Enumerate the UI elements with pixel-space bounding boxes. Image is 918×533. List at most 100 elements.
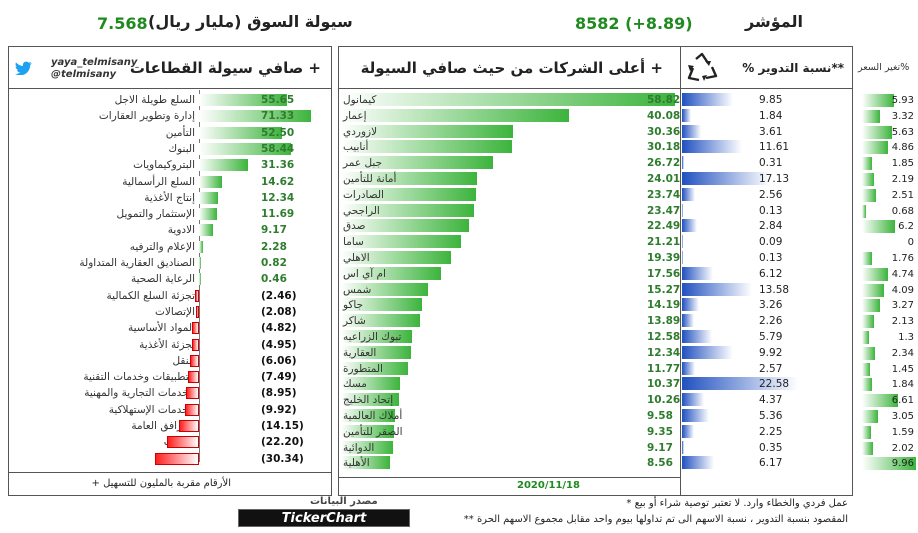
turnover-panel: % نسبة التدوير** 9.85 1.84 3.61 11.61 0.31 17… <box>680 46 853 496</box>
turnover-bar <box>682 219 697 233</box>
sector-label: الإتصالات <box>154 305 195 318</box>
sector-label: الخدمات الإستهلاكية <box>108 403 195 416</box>
price-change-bar <box>862 141 889 155</box>
companies-panel: أعلى الشركات من حيث صافي السيولة + كيمان… <box>338 46 682 496</box>
recycle-icon <box>687 52 718 82</box>
company-bar <box>341 345 412 359</box>
companies-divider <box>339 477 681 478</box>
company-label: أنابيب <box>343 141 369 154</box>
company-bar <box>341 440 394 454</box>
price-change-value: 4.09 <box>891 284 914 296</box>
price-change-bar <box>862 220 896 234</box>
price-change-bar <box>862 299 880 313</box>
sector-value: 14.62 <box>261 175 295 188</box>
company-label: تبوك الزراعيه <box>343 331 402 343</box>
price-change-bar <box>862 425 871 439</box>
sector-value: 0.82 <box>261 257 287 269</box>
company-label: الأهلية <box>343 457 370 470</box>
sector-bar <box>199 126 282 139</box>
turnover-bar <box>682 140 742 154</box>
company-bar <box>341 108 569 122</box>
turnover-note: ** المقصود بنسبة التدوير ، نسبة الاسهم ا… <box>463 514 848 525</box>
company-value: 21.21 <box>647 236 681 249</box>
company-bar <box>341 456 390 470</box>
turnover-value: 0.13 <box>759 252 783 264</box>
company-value: 26.72 <box>647 157 681 170</box>
price-change-bar <box>862 362 870 376</box>
company-value: 13.89 <box>647 315 681 328</box>
sector-bar <box>184 403 199 416</box>
turnover-value: 13.58 <box>759 283 790 296</box>
price-change-bar <box>862 378 872 392</box>
price-change-value: 5.63 <box>891 126 914 138</box>
company-bar <box>341 424 395 438</box>
price-change-bar <box>862 315 874 329</box>
sector-bar <box>199 273 201 286</box>
sector-value: 31.36 <box>261 159 295 172</box>
company-label: ساما <box>343 236 364 249</box>
company-value: 15.27 <box>647 283 681 296</box>
company-bar <box>341 187 476 201</box>
turnover-panel-header: % نسبة التدوير** <box>681 47 852 89</box>
sector-bar <box>191 338 199 351</box>
turnover-bar <box>682 330 712 343</box>
companies-panel-title: أعلى الشركات من حيث صافي السيولة + <box>360 58 663 77</box>
company-value: 40.08 <box>647 109 681 122</box>
company-bar <box>341 409 396 422</box>
tickerchart-logo: TickerChart <box>238 509 410 527</box>
company-label: أمانة للتأمين <box>343 173 397 185</box>
sectors-note: + الأرقام مقربة بالمليون للتسهيل <box>91 478 232 489</box>
sector-value: 12.34 <box>261 191 295 204</box>
brand-name: TickerChart <box>281 511 367 526</box>
company-value: 12.34 <box>647 346 681 359</box>
company-label: الدوائية <box>343 441 375 454</box>
company-value: 11.77 <box>647 362 681 375</box>
company-label: العقارية <box>343 346 377 359</box>
twitter-handle: @telmisany <box>51 69 117 80</box>
source-label: مصدر البيانات <box>310 496 378 507</box>
sector-label: النقل <box>172 354 195 367</box>
sector-value: (6.06) <box>261 354 297 367</box>
turnover-value: 22.58 <box>759 378 790 391</box>
turnover-bar <box>682 266 714 280</box>
turnover-value: 6.17 <box>759 457 783 470</box>
turnover-bar <box>682 124 701 138</box>
turnover-bar <box>682 377 798 391</box>
sector-label: الإستثمار والتمويل <box>116 208 195 221</box>
price-change-value: 1.76 <box>891 253 914 264</box>
turnover-value: 3.26 <box>759 299 783 312</box>
company-bar <box>341 156 493 170</box>
sector-value: 52.50 <box>261 126 295 139</box>
sector-label: إنتاج الأغذية <box>144 191 195 204</box>
sector-value: (22.20) <box>261 436 304 449</box>
company-value: 58.82 <box>647 94 681 106</box>
sector-label: الادوية <box>167 224 195 237</box>
company-label: الراجحي <box>343 204 380 217</box>
turnover-value: 3.61 <box>759 125 783 138</box>
company-value: 8.56 <box>647 457 673 470</box>
company-bar <box>341 377 400 391</box>
sectors-panel-title: صافي سيولة القطاعات + <box>129 58 321 77</box>
sector-label: البنوك <box>168 142 195 155</box>
company-bar <box>341 266 441 280</box>
price-change-value: 3.05 <box>891 411 914 422</box>
price-change-value: 2.34 <box>891 347 914 359</box>
companies-date: 2020/11/18 <box>517 480 580 491</box>
sector-value: 2.28 <box>261 240 287 253</box>
company-label: أملاك العالمية <box>343 410 403 422</box>
company-value: 9.58 <box>647 410 673 422</box>
price-change-value: 1.85 <box>891 158 914 170</box>
price-change-bar <box>862 346 875 360</box>
sector-label: الرعاية الصحية <box>130 273 195 286</box>
price-change-value: 4.74 <box>891 268 914 280</box>
company-value: 10.37 <box>647 378 681 391</box>
turnover-value: 2.25 <box>759 425 783 438</box>
company-bar <box>341 298 422 312</box>
sector-bar <box>199 240 203 253</box>
turnover-value: 0.31 <box>759 157 783 170</box>
price-change-value: 3.32 <box>891 110 914 122</box>
company-label: لازوردي <box>343 125 378 138</box>
company-label: إعمار <box>343 109 367 122</box>
price-change-value: 4.86 <box>891 142 914 154</box>
turnover-value: 11.61 <box>759 141 790 154</box>
